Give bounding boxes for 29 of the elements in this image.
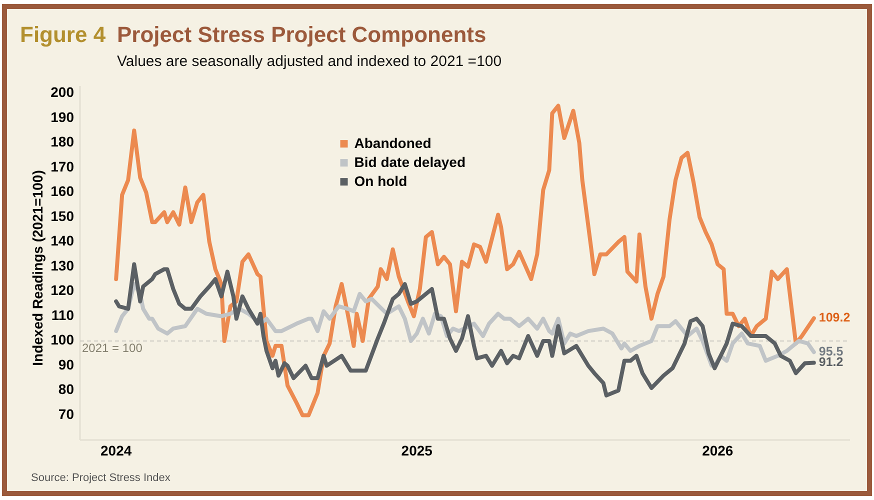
chart-title: Project Stress Project Components <box>117 22 486 47</box>
y-tick-label: 80 <box>58 381 74 398</box>
caption: Figure 4 <box>20 22 106 47</box>
y-tick-label: 180 <box>50 134 74 150</box>
x-tick-label: 2026 <box>702 442 734 459</box>
y-tick-label: 120 <box>50 282 74 298</box>
data-label: 109.2 <box>818 310 850 324</box>
ref-line-label: 2021 = 100 <box>82 341 143 356</box>
y-tick-label: 160 <box>50 183 74 200</box>
y-tick-label: 90 <box>58 356 74 372</box>
line-series <box>114 262 816 398</box>
x-tick-label: 2024 <box>100 442 132 459</box>
y-tick-label: 150 <box>50 208 74 224</box>
y-tick-label: 170 <box>50 158 74 174</box>
y-tick-label: 140 <box>50 232 74 249</box>
y-tick-label: 200 <box>50 84 74 100</box>
legend-label: Abandoned <box>354 134 432 151</box>
y-tick-label: 110 <box>51 306 74 323</box>
source-note: Source: Project Stress Index <box>31 472 171 484</box>
x-tick-label: 2025 <box>401 442 433 459</box>
legend-label: On hold <box>354 172 408 189</box>
chart-subtitle: Values are seasonally adjusted and indexed to 2021 =100 <box>117 53 502 70</box>
legend-label: Bid date delayed <box>354 154 466 170</box>
line-series <box>114 104 816 418</box>
y-tick-label: 130 <box>50 257 74 274</box>
y-tick-label: 100 <box>50 332 74 348</box>
y-tick-label: 190 <box>50 108 74 125</box>
y-axis-title: Indexed Readings (2021=100) <box>30 170 46 366</box>
y-tick-label: 70 <box>58 406 74 422</box>
